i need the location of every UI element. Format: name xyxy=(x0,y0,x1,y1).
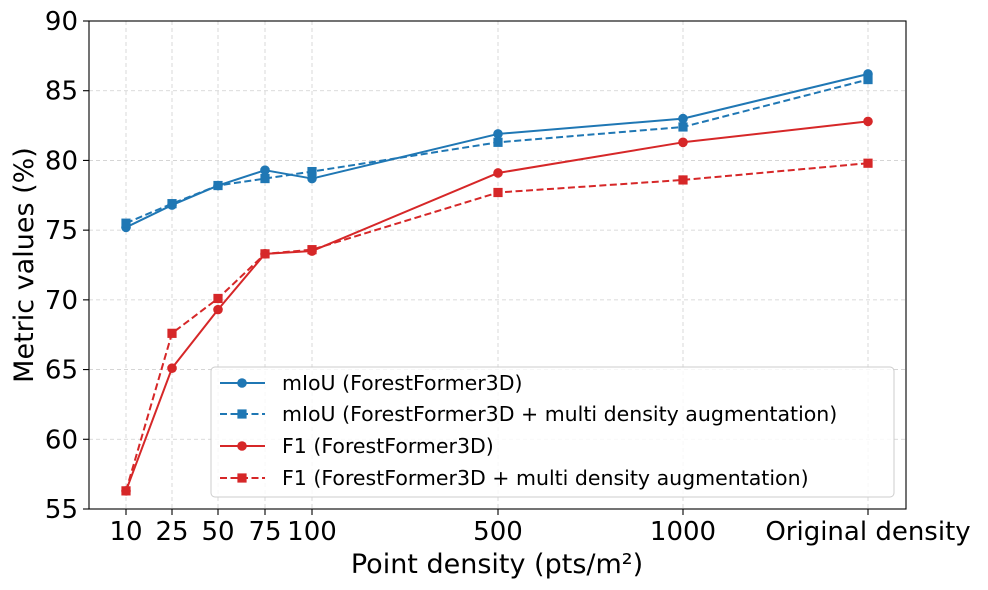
data-point xyxy=(167,199,177,209)
data-point xyxy=(167,328,177,338)
data-point xyxy=(213,304,223,315)
data-point xyxy=(678,122,688,132)
data-point xyxy=(863,158,873,168)
legend-entry: F1 (ForestFormer3D) xyxy=(220,434,494,458)
x-tick-label: Original density xyxy=(765,517,970,547)
x-tick-label: 75 xyxy=(248,517,281,547)
y-tick-label: 70 xyxy=(45,286,78,316)
legend-label: F1 (ForestFormer3D) xyxy=(282,434,494,458)
series-layer xyxy=(121,69,873,496)
data-point xyxy=(678,137,688,148)
series-2 xyxy=(121,74,873,228)
data-point xyxy=(493,129,503,139)
y-tick-label: 65 xyxy=(45,356,78,386)
y-axis: 55 60 65 70 75 80 85 90 xyxy=(45,7,89,525)
legend-marker xyxy=(237,441,247,451)
y-tick-label: 90 xyxy=(45,7,78,37)
series-4 xyxy=(121,158,873,496)
data-point xyxy=(863,116,873,127)
x-tick-label: 50 xyxy=(201,517,234,547)
data-point xyxy=(307,166,317,177)
y-axis-title: Metric values (%) xyxy=(9,147,40,383)
y-tick-label: 75 xyxy=(45,216,78,246)
data-point xyxy=(678,175,688,185)
x-axis-title: Point density (pts/m²) xyxy=(351,549,643,580)
data-point xyxy=(863,74,873,85)
legend-box xyxy=(210,366,895,498)
legend-marker xyxy=(237,409,247,419)
legend-entry: F1 (ForestFormer3D + multi density augme… xyxy=(220,466,809,490)
series-line xyxy=(125,162,869,492)
data-point xyxy=(260,249,270,259)
x-tick-label: 500 xyxy=(473,517,523,547)
data-point xyxy=(167,363,177,373)
data-point xyxy=(493,168,503,178)
series-1 xyxy=(121,69,873,233)
series-line xyxy=(125,78,869,225)
data-point xyxy=(121,486,131,496)
data-point xyxy=(260,173,270,184)
x-tick-label: 10 xyxy=(109,517,142,547)
y-tick-label: 85 xyxy=(45,77,78,107)
data-point xyxy=(260,165,270,175)
legend-label: F1 (ForestFormer3D + multi density augme… xyxy=(282,466,809,490)
x-tick-label: 1000 xyxy=(650,517,716,547)
y-tick-label: 60 xyxy=(45,425,78,455)
legend-marker xyxy=(237,378,247,388)
data-point xyxy=(307,245,317,255)
data-point xyxy=(493,137,503,147)
legend-entry: mIoU (ForestFormer3D + multi density aug… xyxy=(220,402,837,426)
legend-entry: mIoU (ForestFormer3D) xyxy=(220,371,523,395)
x-axis: 10 25 50 75 100 500 1000 Original density xyxy=(109,509,971,547)
legend: mIoU (ForestFormer3D) mIoU (ForestFormer3… xyxy=(210,366,895,498)
data-point xyxy=(213,293,223,304)
legend-marker xyxy=(237,473,247,483)
data-point xyxy=(493,187,503,198)
y-tick-label: 55 xyxy=(45,495,78,525)
legend-label: mIoU (ForestFormer3D + multi density aug… xyxy=(282,402,837,426)
data-point xyxy=(121,218,131,228)
series-line xyxy=(125,73,869,229)
data-point xyxy=(678,113,688,124)
y-tick-label: 80 xyxy=(45,146,78,176)
legend-label: mIoU (ForestFormer3D) xyxy=(282,371,523,395)
x-tick-label: 100 xyxy=(287,517,337,547)
x-tick-label: 25 xyxy=(155,517,188,547)
data-point xyxy=(213,180,223,191)
